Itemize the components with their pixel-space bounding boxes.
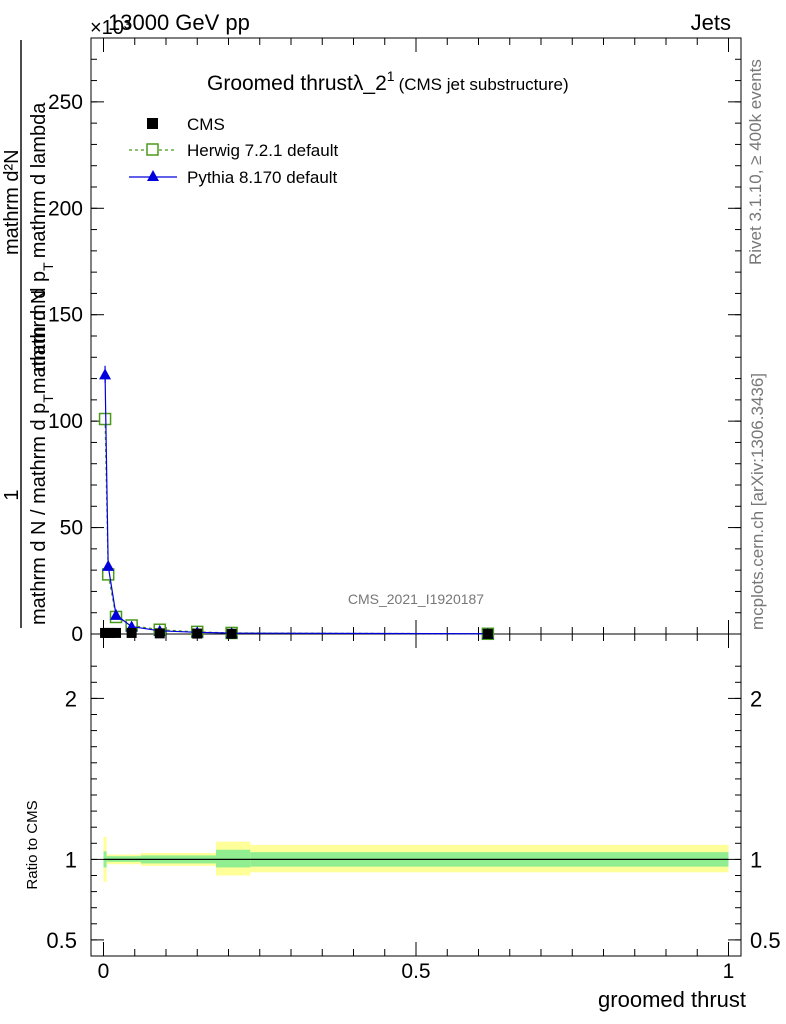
title-main: Groomed thrustλ_2 <box>207 72 387 95</box>
analysis-watermark: CMS_2021_I1920187 <box>348 591 484 607</box>
process-label: Jets <box>691 10 731 35</box>
cms-point-5 <box>192 628 203 639</box>
x-ticks: 0 0.5 1 <box>98 38 735 983</box>
main-ytick-label-4: 200 <box>48 197 83 220</box>
cms-point-4 <box>154 628 165 639</box>
xtick-label-2: 1 <box>723 960 735 983</box>
ylabel-one: 1 <box>1 489 23 500</box>
cms-point-2 <box>111 627 121 638</box>
herwig-point-0 <box>98 412 112 426</box>
legend: CMS Herwig 7.2.1 default Pythia 8.170 de… <box>129 115 338 187</box>
legend-marker-herwig <box>146 143 159 156</box>
mcplots-label: mcplots.cern.ch [arXiv:1306.3436] <box>748 373 767 630</box>
legend-marker-pythia <box>147 170 159 181</box>
rivet-label: Rivet 3.1.10, ≥ 400k events <box>746 59 765 265</box>
y-exponent-label: ×10³ <box>90 17 131 39</box>
ratio-ytick-label-left-0: 0.5 <box>46 928 77 953</box>
chart-title: Groomed thrustλ_21 (CMS jet substructure) <box>207 68 569 95</box>
main-ytick-label-0: 0 <box>71 623 83 646</box>
main-ytick-label-5: 250 <box>48 91 83 114</box>
main-y-ticks: 0 50 100 150 200 250 <box>48 58 741 646</box>
ratio-ytick-label-left-2: 2 <box>65 686 77 711</box>
ratio-band-inner-3 <box>216 849 251 868</box>
ratio-y-axis-label: Ratio to CMS <box>24 800 41 889</box>
xtick-label-0: 0 <box>98 960 110 983</box>
energy-label: 13000 GeV pp <box>108 10 250 35</box>
legend-label-cms: CMS <box>187 115 225 134</box>
cms-point-1 <box>104 627 115 638</box>
ylabel-lower: mathrm d N / mathrm d pTmathrm d N <box>28 290 56 625</box>
ratio-bands <box>103 836 729 882</box>
xtick-label-1: 0.5 <box>401 960 430 983</box>
pythia-point-1 <box>102 559 115 571</box>
main-ytick-label-2: 100 <box>48 410 83 433</box>
cms-point-7 <box>482 628 493 639</box>
title-superscript: 1 <box>387 68 395 84</box>
main-y-axis-label: 1 mathrm d N / mathrm d pTmathrm d N mat… <box>1 40 56 628</box>
ratio-ytick-label-right-0: 0.5 <box>750 928 781 953</box>
ratio-y-ticks: 0.5 0.5 1 1 2 2 <box>46 665 781 953</box>
legend-marker-cms <box>147 118 158 129</box>
ratio-panel-frame <box>90 633 742 957</box>
pythia-line <box>104 374 488 635</box>
legend-label-herwig: Herwig 7.2.1 default <box>187 141 338 160</box>
main-ytick-label-1: 50 <box>60 517 83 540</box>
ylabel-denominator: mathrm d pTmathrm d lambda <box>28 102 56 372</box>
main-ytick-label-3: 150 <box>48 304 83 327</box>
cms-point-6 <box>226 628 237 639</box>
legend-label-pythia: Pythia 8.170 default <box>187 168 338 187</box>
ratio-ytick-label-right-1: 1 <box>750 847 762 872</box>
title-subtitle: (CMS jet substructure) <box>399 75 569 94</box>
ratio-ytick-label-right-2: 2 <box>750 686 762 711</box>
series-cms <box>100 627 493 639</box>
pythia-point-2 <box>110 608 122 620</box>
pythia-point-0 <box>99 368 112 380</box>
cms-point-3 <box>126 627 137 638</box>
ratio-ytick-label-left-1: 1 <box>65 847 77 872</box>
herwig-line <box>104 419 488 635</box>
ylabel-numerator: mathrm d²N <box>1 149 23 255</box>
x-axis-label: groomed thrust <box>598 987 746 1012</box>
